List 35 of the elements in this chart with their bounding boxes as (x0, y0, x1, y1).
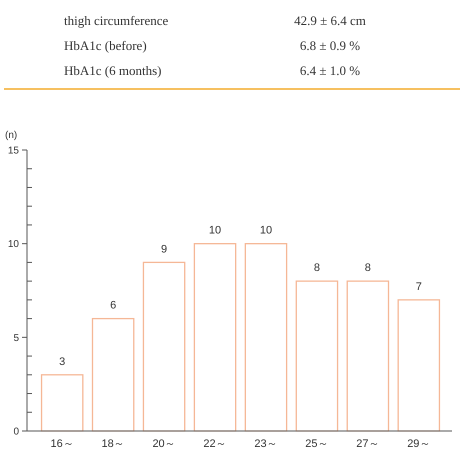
x-tick-label: 25～ (305, 438, 329, 450)
data-label: 10 (260, 224, 272, 237)
y-tick-label: 0 (13, 426, 20, 438)
bar (296, 280, 338, 432)
y-tick-label: 15 (8, 146, 20, 156)
y-tick-label: 5 (13, 332, 20, 344)
data-label: 10 (208, 224, 222, 237)
x-tick-label: 20～ (152, 438, 176, 450)
y-axis-title: (n) (5, 130, 18, 141)
text: 42.9 ± 6.4 cm (294, 13, 366, 28)
bar (92, 318, 134, 432)
bar (194, 243, 236, 432)
data-label: 9 (161, 243, 168, 256)
data-label: 8 (314, 262, 320, 274)
x-tick-label: 18～ (102, 438, 125, 450)
data-label: 8 (364, 262, 371, 274)
x-tick-label: 22～ (203, 438, 227, 450)
bar (398, 299, 440, 432)
y-tick-label: 10 (8, 239, 20, 250)
x-tick-label: 23～ (254, 438, 278, 450)
bar (142, 262, 186, 432)
bar (244, 243, 288, 432)
text: 6.4 ± 1.0 % (300, 63, 360, 78)
x-tick-label: 29～ (407, 438, 430, 450)
bar (346, 280, 390, 432)
text: HbA1c (6 months) (64, 63, 162, 78)
x-tick-label: 27～ (356, 438, 380, 450)
text: thigh circumference (64, 13, 169, 28)
data-label: 3 (59, 356, 66, 368)
data-label: 6 (110, 300, 116, 312)
bar (40, 374, 84, 432)
data-label: 7 (416, 280, 422, 293)
text: 6.8 ± 0.9 % (300, 38, 360, 53)
text: HbA1c (before) (64, 38, 147, 53)
x-tick-label: 16～ (50, 438, 74, 450)
